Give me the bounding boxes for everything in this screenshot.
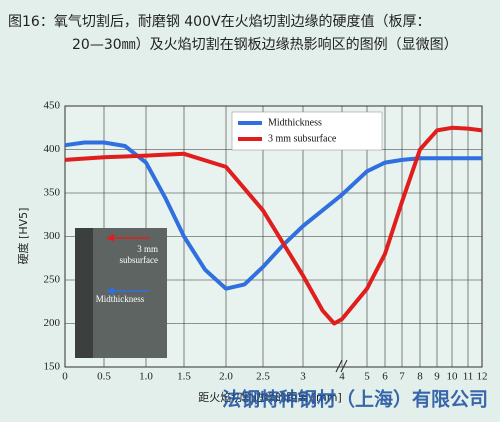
axis-break bbox=[335, 359, 348, 373]
x-tick-label: 3 bbox=[300, 371, 306, 383]
inset-label: Midthickness bbox=[96, 294, 145, 304]
x-tick-label: 0 bbox=[62, 371, 68, 383]
x-tick-label: 1.0 bbox=[139, 371, 153, 383]
chart-title: 20—30㎜）及火焰切割在钢板边缘热影响区的图例（显微图） bbox=[72, 36, 458, 53]
y-tick-label: 150 bbox=[44, 361, 61, 373]
x-tick-label: 5 bbox=[364, 371, 370, 383]
x-tick-label: 0.5 bbox=[97, 371, 111, 383]
x-tick-label: 8 bbox=[417, 371, 423, 383]
inset bbox=[75, 228, 167, 358]
data-line bbox=[64, 125, 483, 326]
inset-arrowhead bbox=[106, 234, 114, 242]
x-tick-label: 9 bbox=[434, 371, 440, 383]
x-tick-label: 7 bbox=[399, 371, 405, 383]
x-axis-label: 距火焰切割边缘的距离 [mm] bbox=[198, 390, 342, 404]
y-tick-label: 350 bbox=[44, 187, 61, 199]
legend-label: Midthickness bbox=[268, 117, 322, 128]
y-axis-label: 硬度 [HV5] bbox=[16, 208, 30, 265]
x-tick-label: 11 bbox=[463, 371, 474, 383]
y-tick-label: 400 bbox=[44, 143, 61, 155]
x-tick-label: 6 bbox=[382, 371, 388, 383]
y-tick-label: 300 bbox=[44, 230, 61, 242]
legend-box bbox=[231, 111, 383, 151]
x-tick-label: 1.5 bbox=[177, 371, 191, 383]
inset-label: 3 mm bbox=[137, 244, 158, 254]
inset-arrowhead bbox=[106, 287, 114, 295]
inset-label: subsurface bbox=[120, 255, 158, 265]
chart-title: 图16：氧气切割后，耐磨钢 400V在火焰切割边缘的硬度值（板厚： bbox=[8, 13, 431, 30]
y-tick-label: 250 bbox=[44, 274, 61, 286]
x-tick-label: 2.0 bbox=[219, 371, 233, 383]
y-tick-label: 200 bbox=[44, 317, 61, 329]
micrograph-edge bbox=[75, 228, 93, 358]
x-tick-label: 4 bbox=[339, 371, 345, 383]
legend-label: 3 mm subsurface bbox=[268, 133, 337, 144]
y-tick-label: 450 bbox=[44, 100, 61, 112]
x-tick-label: 2.5 bbox=[256, 371, 270, 383]
x-tick-label: 12 bbox=[477, 371, 488, 383]
x-tick-label: 10 bbox=[447, 371, 459, 383]
watermark: 法钢特种钢材（上海）有限公司 bbox=[222, 388, 488, 411]
